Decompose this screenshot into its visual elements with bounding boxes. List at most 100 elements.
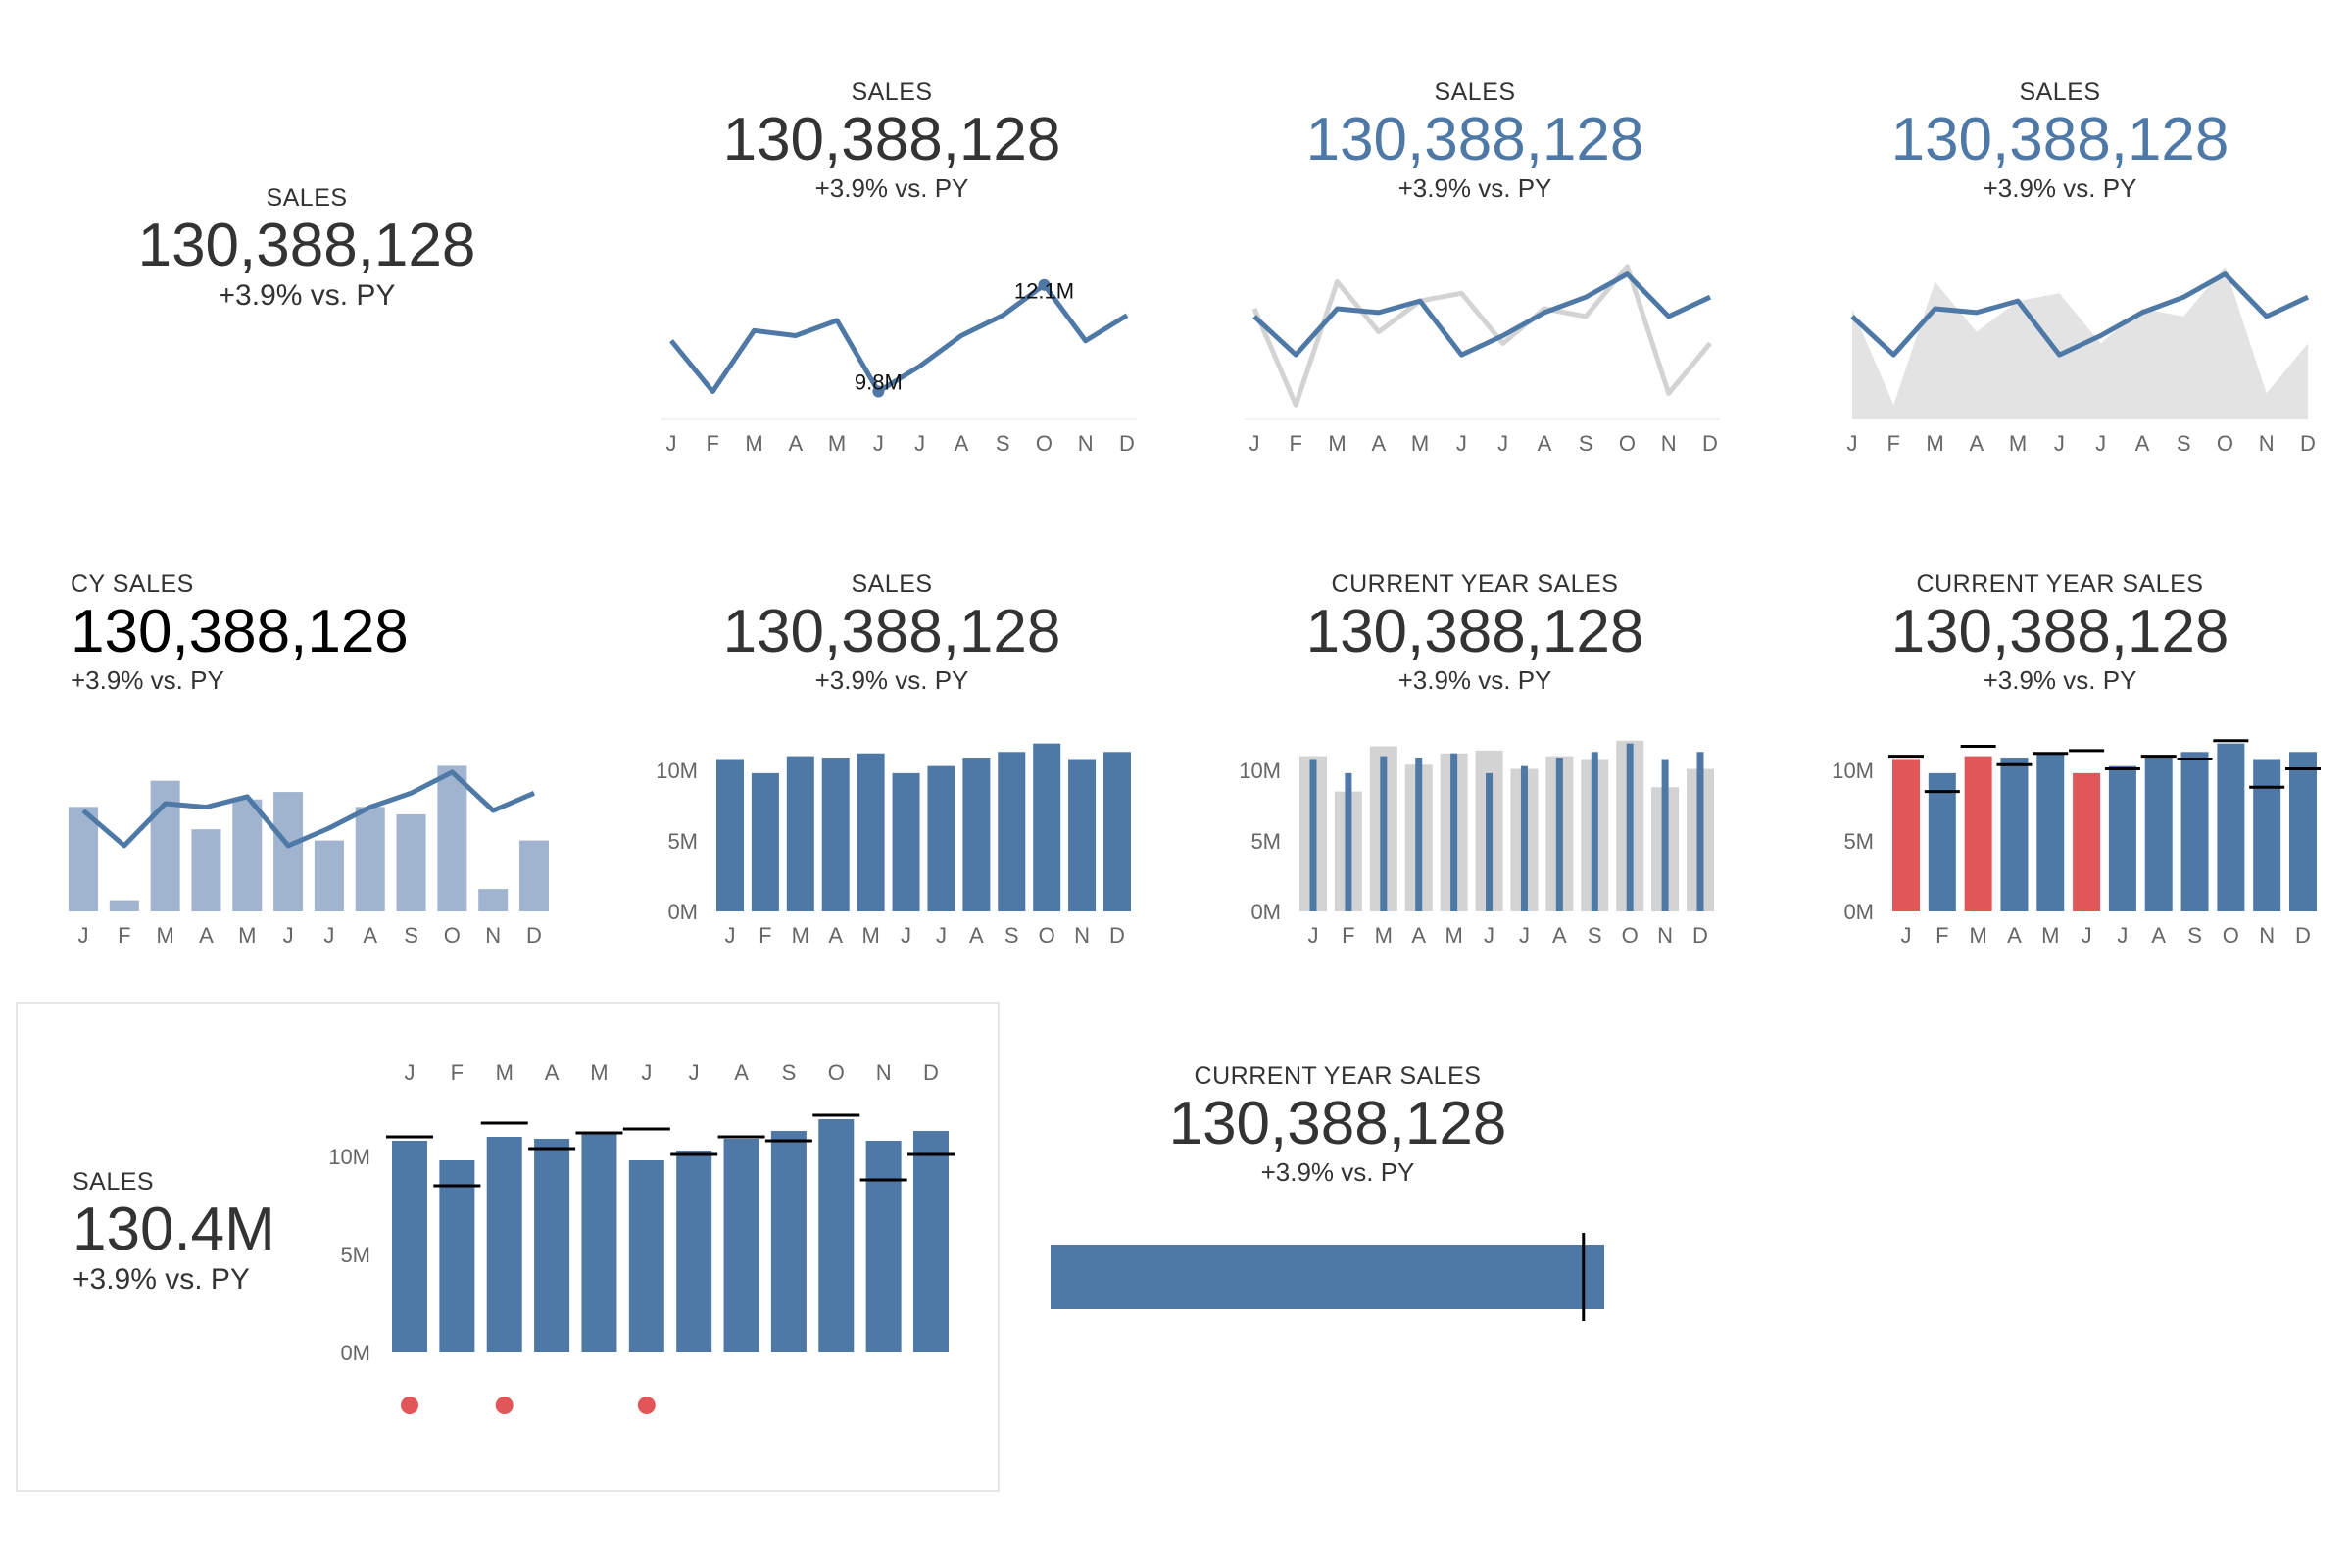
cy-sales-line: [1850, 271, 2310, 358]
kpi-9-panel: [16, 1002, 1000, 1492]
month-label-11: N: [876, 1060, 892, 1085]
month-label-10: O: [1036, 431, 1053, 456]
cy-bar-11: [2253, 759, 2281, 911]
month-label-1: J: [1901, 923, 1912, 948]
cy-bar-11: [1068, 759, 1097, 911]
month-label-2: F: [451, 1060, 464, 1085]
month-label-7: J: [2095, 431, 2106, 456]
month-label-12: D: [2295, 923, 2311, 948]
cy-sales-line: [81, 769, 535, 849]
cy-bar-10: [818, 1119, 855, 1352]
month-label-4: A: [2007, 923, 2022, 948]
month-label-9: S: [1588, 923, 1602, 948]
month-label-3: M: [1328, 431, 1346, 456]
month-label-8: A: [955, 431, 969, 456]
month-label-10: O: [444, 923, 461, 948]
month-label-11: N: [1657, 923, 1673, 948]
cy-bar-10: [1626, 743, 1634, 911]
cy-sales-line: [1252, 271, 1712, 358]
kpi-3-delta: +3.9% vs. PY: [1397, 173, 1552, 204]
kpi-4-delta: +3.9% vs. PY: [1983, 173, 2137, 204]
y-tick-0M: 0M: [1250, 900, 1281, 924]
month-label-10: O: [1622, 923, 1639, 948]
month-label-4: A: [1411, 923, 1426, 948]
month-label-2: F: [759, 923, 771, 948]
month-label-11: N: [1074, 923, 1090, 948]
month-label-8: A: [1552, 923, 1567, 948]
kpi-4-value: 130,388,128: [1890, 106, 2230, 173]
month-label-4: A: [545, 1060, 560, 1085]
y-tick-10M: 10M: [1832, 759, 1874, 783]
kpi-10-delta: +3.9% vs. PY: [1260, 1157, 1415, 1188]
kpi-5: CY SALES 130,388,128 +3.9% vs. PY: [71, 570, 502, 696]
kpi-8: CURRENT YEAR SALES 130,388,128 +3.9% vs.…: [1864, 570, 2256, 696]
month-label-9: S: [1579, 431, 1593, 456]
kpi-7-value: 130,388,128: [1305, 598, 1644, 665]
month-label-9: S: [782, 1060, 797, 1085]
month-label-2: F: [1342, 923, 1354, 948]
kpi-1-value: 130,388,128: [137, 212, 476, 279]
py-bar-1: [69, 807, 98, 911]
y-tick-10M: 10M: [1239, 759, 1281, 783]
kpi-7: CURRENT YEAR SALES 130,388,128 +3.9% vs.…: [1279, 570, 1671, 696]
month-label-10: O: [828, 1060, 845, 1085]
month-label-12: D: [2300, 431, 2316, 456]
month-label-12: D: [923, 1060, 939, 1085]
boxed-bar-target-chart: J F M A M J J A S O N D 10M 5M 0M: [328, 1060, 955, 1414]
month-label-6: J: [901, 923, 911, 948]
kpi-1: SALES 130,388,128 +3.9% vs. PY: [111, 184, 503, 313]
cy-bar-7: [676, 1151, 712, 1352]
py-bar-8: [355, 807, 385, 911]
py-bar-5: [232, 799, 263, 911]
cy-bar-8: [1555, 758, 1563, 911]
month-label-10: O: [1619, 431, 1636, 456]
kpi-1-delta: +3.9% vs. PY: [218, 279, 396, 313]
min-point: [872, 385, 885, 398]
month-label-7: J: [323, 923, 334, 948]
cy-bar-7: [1520, 765, 1528, 911]
kpi-2: SALES 130,388,128 +3.9% vs. PY: [696, 78, 1088, 204]
month-label-1: J: [725, 923, 736, 948]
cy-bar-5: [2036, 753, 2065, 911]
month-label-8: A: [2135, 431, 2150, 456]
month-label-8: A: [363, 923, 377, 948]
cy-bar-8: [962, 758, 991, 911]
month-label-11: N: [1078, 431, 1094, 456]
month-label-4: A: [199, 923, 214, 948]
py-bar-4: [191, 829, 221, 911]
kpi-4-title: SALES: [2019, 78, 2101, 106]
month-label-12: D: [1692, 923, 1708, 948]
kpi-6: SALES 130,388,128 +3.9% vs. PY: [696, 570, 1088, 696]
below-py-dot-1: [401, 1396, 418, 1414]
kpi-6-title: SALES: [851, 570, 933, 598]
month-label-7: J: [2117, 923, 2128, 948]
cy-bar-2: [1928, 772, 1956, 911]
month-label-5: M: [2009, 431, 2027, 456]
cy-bar-6: [628, 1160, 664, 1352]
cy-bar-4: [2000, 758, 2029, 911]
month-label-8: A: [969, 923, 984, 948]
kpi-3-title: SALES: [1434, 78, 1516, 106]
kpi-3-value: 130,388,128: [1305, 106, 1644, 173]
kpi-9-title: SALES: [73, 1168, 155, 1196]
month-label-3: M: [745, 431, 762, 456]
kpi-2-title: SALES: [851, 78, 933, 106]
month-label-5: M: [828, 431, 846, 456]
month-label-3: M: [1926, 431, 1943, 456]
kpi-6-value: 130,388,128: [722, 598, 1061, 665]
month-label-1: J: [1847, 431, 1858, 456]
month-label-6: J: [283, 923, 294, 948]
month-label-5: M: [1411, 431, 1429, 456]
cy-bar-8: [723, 1139, 760, 1352]
cy-bar-3: [786, 756, 814, 911]
month-label-5: M: [238, 923, 256, 948]
py-sales-line: [1251, 264, 1712, 408]
month-label-6: J: [1484, 923, 1494, 948]
max-label: 12.1M: [1014, 279, 1074, 304]
month-label-9: S: [2177, 431, 2191, 456]
kpi-5-delta: +3.9% vs. PY: [71, 665, 224, 696]
month-label-8: A: [734, 1060, 749, 1085]
cy-bar-9: [770, 1131, 807, 1352]
cy-bar-5: [1450, 753, 1458, 911]
